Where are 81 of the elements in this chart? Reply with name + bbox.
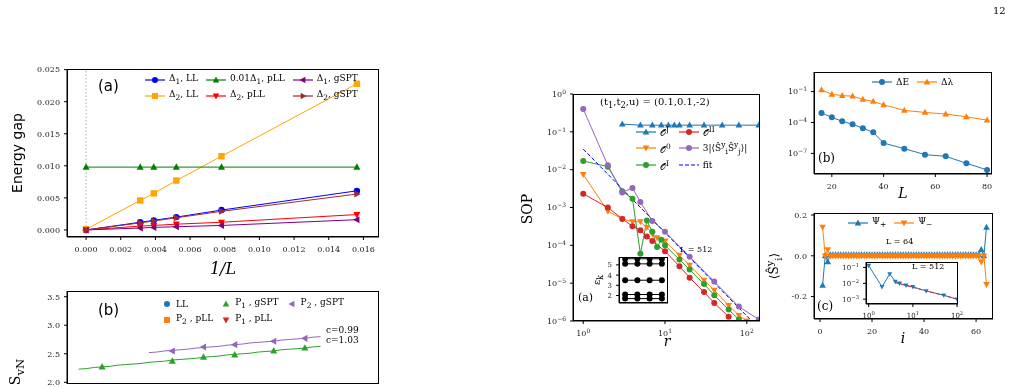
y-tick-label: 10$^{−5}$ xyxy=(546,276,567,288)
x-tick-label: 60 xyxy=(970,327,982,336)
x-tick-label: 0.000 xyxy=(74,245,98,254)
annotation: c=1.03 xyxy=(326,335,359,346)
annotation: (b) xyxy=(98,301,120,319)
x-tick-label: 40 xyxy=(918,327,930,336)
x-tick-label: 0.016 xyxy=(351,245,375,254)
y-tick-label: 0.0 xyxy=(794,251,807,261)
x-tick-label: 20 xyxy=(866,327,878,336)
x-tick-label: 0.002 xyxy=(109,245,133,254)
legend-label: Ψ$_{−}$ xyxy=(918,215,933,231)
x-tick-label: 10$^{0}$ xyxy=(576,326,591,338)
y-tick-label: 2.5 xyxy=(47,349,60,359)
y-tick-label: 10$^{0}$ xyxy=(551,87,567,99)
annotation: (t$_{1}$,t$_{2}$,u) = (0.1,0.1,-2) xyxy=(600,96,710,111)
x-tick-label: 40 xyxy=(878,182,889,191)
x-tick-label: 60 xyxy=(930,182,941,191)
y-tick-label: 10$^{−4}$ xyxy=(546,238,567,251)
x-tick-label: 0.010 xyxy=(247,245,271,254)
x-axis-title: L xyxy=(898,185,908,201)
x-tick-label: 0.012 xyxy=(282,245,306,254)
x-tick-label: 0.008 xyxy=(213,245,237,254)
legend-label: P$_{1}$ , gSPT xyxy=(235,296,279,312)
legend-label: 𝒪$^{I}$ xyxy=(660,157,669,173)
x-tick-label: 20 xyxy=(826,182,837,191)
x-tick-label: 0.006 xyxy=(178,245,202,254)
annotation: (c) xyxy=(817,299,834,314)
legend-label: P$_{2}$ , pLL xyxy=(176,311,214,328)
x-tick-label: 0.014 xyxy=(317,245,341,254)
legend-label: Δ$_{1}$, LL xyxy=(169,72,198,88)
legend-label: Δλ xyxy=(941,76,954,88)
y-tick-label: 0.015 xyxy=(37,129,60,139)
legend-label: P$_{1}$ , pLL xyxy=(235,311,273,328)
y-tick-label: 10$^{−1}$ xyxy=(787,84,807,97)
legend-label: 0.01Δ$_{1}$, pLL xyxy=(229,72,285,88)
legend-label: Δ$_{1}$, gSPT xyxy=(316,72,358,88)
y-tick-label: 10$^{−1}$ xyxy=(546,125,566,137)
y-axis-title: SOP xyxy=(519,193,535,225)
legend-label: Ψ$_{+}$ xyxy=(872,215,887,231)
y-tick-label: 10$^{−2}$ xyxy=(546,162,567,175)
legend-label: fit xyxy=(702,159,713,172)
y-tick-label: 2.0 xyxy=(47,378,60,388)
legend-label: Δ$_{2}$, pLL xyxy=(229,87,265,104)
legend-label: 3|⟨Ŝ$^{y}$$_{i}$Ŝ$^{y}$$_{j}$⟩| xyxy=(702,139,748,158)
x-axis-title: i xyxy=(900,330,906,346)
legend-label: 𝒪$^{II}$ xyxy=(702,124,715,139)
annotation: (a) xyxy=(98,77,119,95)
legend-label: ΔE xyxy=(896,76,910,88)
legend-label: LL xyxy=(176,297,188,310)
annotation: (b) xyxy=(818,151,836,166)
y-axis-title: Energy gap xyxy=(9,113,25,193)
annotation: L = 512 xyxy=(680,245,713,255)
annotation: L = 512 xyxy=(912,262,945,272)
annotation: (a) xyxy=(578,291,594,305)
legend-label: P$_{2}$ , gSPT xyxy=(300,296,344,312)
y-tick-label: 0.2 xyxy=(794,210,807,220)
x-tick-label: 10$^{2}$ xyxy=(739,326,754,338)
y-tick-label: 3.5 xyxy=(47,292,60,302)
y-tick-label: 10$^{−6}$ xyxy=(546,314,567,326)
legend-label: Δ$_{2}$, LL xyxy=(169,87,198,104)
legend-label: 𝒪$^{0}$ xyxy=(660,140,671,156)
text: 12 xyxy=(993,5,1006,16)
x-tick-label: 80 xyxy=(981,182,993,191)
legend-label: Δ$_{2}$, gSPT xyxy=(316,87,358,104)
y-tick-label: 0.020 xyxy=(37,97,60,107)
y-tick-label: 0.000 xyxy=(37,225,60,235)
y-tick-label: 0.010 xyxy=(37,161,60,171)
y-tick-label: -0.2 xyxy=(791,292,807,302)
annotation: L = 64 xyxy=(886,237,914,247)
x-axis-title: 1/L xyxy=(209,258,237,278)
y-tick-label: 10$^{−3}$ xyxy=(546,200,567,213)
y-tick-label: 0.005 xyxy=(37,193,60,203)
annotation: c=0.99 xyxy=(326,325,359,336)
y-tick-label: 0.025 xyxy=(37,65,60,75)
y-tick-label: 10$^{−4}$ xyxy=(787,115,808,128)
y-tick-label: 10$^{−7}$ xyxy=(787,146,808,159)
x-tick-label: 0.004 xyxy=(143,245,167,254)
legend-label: 𝒪$^{J}$ xyxy=(660,124,670,139)
x-tick-label: 10$^{1}$ xyxy=(658,326,673,338)
y-tick-label: 3.0 xyxy=(47,321,60,331)
x-tick-label: 0 xyxy=(817,327,823,336)
